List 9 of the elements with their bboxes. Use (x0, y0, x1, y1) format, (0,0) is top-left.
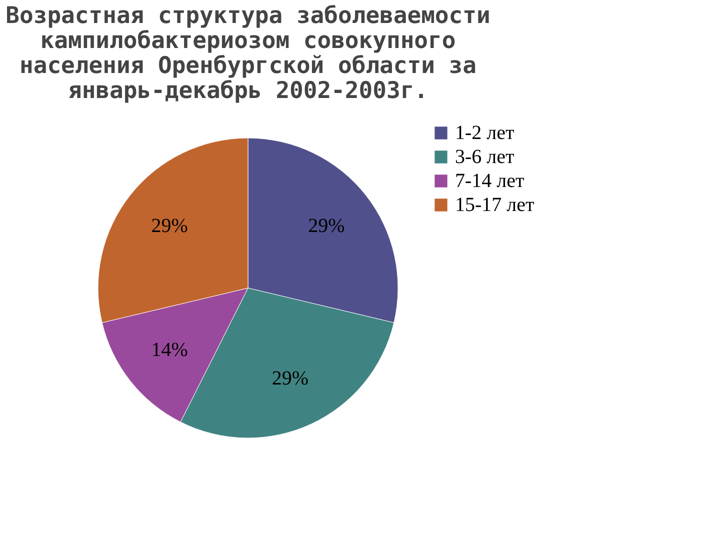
legend-label: 7-14 лет (455, 170, 525, 192)
data-label: 29% (151, 215, 188, 237)
chart-title: Возрастная структура заболеваемости кампилобактериозом совокупного населения Оренбургской области за январь-декабрь 2002-2003г. (6, 3, 490, 104)
data-label: 14% (151, 339, 188, 361)
data-label: 29% (308, 215, 345, 237)
legend-label: 1-2 лет (455, 122, 515, 144)
legend-label: 15-17 лет (455, 194, 535, 216)
legend-label: 3-6 лет (455, 146, 515, 168)
data-label: 29% (272, 368, 309, 390)
